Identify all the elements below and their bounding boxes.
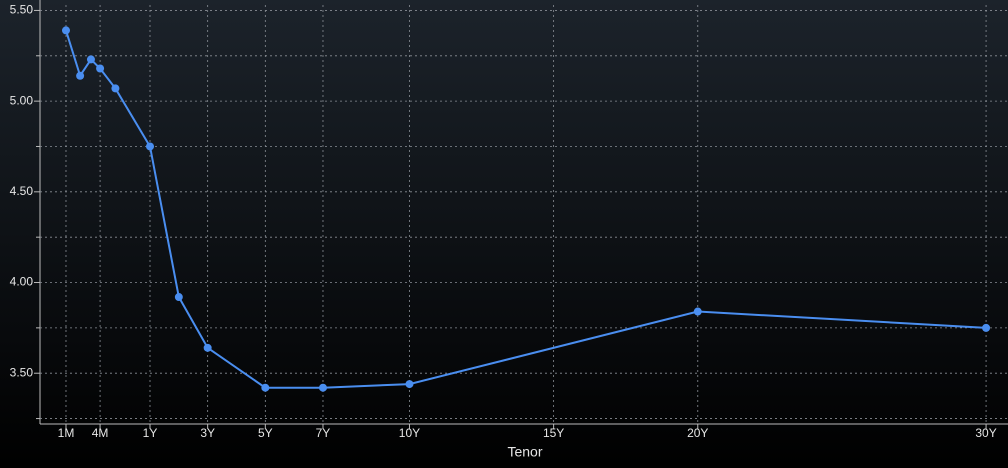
x-tick-label: 15Y bbox=[543, 426, 564, 440]
point bbox=[96, 64, 105, 73]
point bbox=[203, 343, 212, 352]
x-tick-label: 1Y bbox=[143, 426, 158, 440]
point bbox=[76, 71, 85, 80]
y-tick-label: 5.50 bbox=[10, 3, 34, 17]
point bbox=[174, 293, 183, 302]
point bbox=[693, 307, 702, 316]
x-tick-label: 10Y bbox=[399, 426, 420, 440]
y-tick-label: 4.50 bbox=[10, 184, 34, 198]
point bbox=[261, 383, 270, 392]
x-axis-title: Tenor bbox=[507, 444, 542, 460]
x-tick-label: 4M bbox=[92, 426, 109, 440]
x-tick-label: 20Y bbox=[687, 426, 708, 440]
point bbox=[318, 383, 327, 392]
point bbox=[61, 26, 70, 35]
x-tick-label: 5Y bbox=[258, 426, 273, 440]
point bbox=[405, 380, 414, 389]
x-tick-label: 1M bbox=[58, 426, 75, 440]
y-tick-label: 5.00 bbox=[10, 93, 34, 107]
point bbox=[86, 55, 95, 64]
y-tick-label: 4.00 bbox=[10, 275, 34, 289]
x-tick-label: 7Y bbox=[316, 426, 331, 440]
x-tick-label: 3Y bbox=[200, 426, 215, 440]
y-tick-label: 3.50 bbox=[10, 365, 34, 379]
point bbox=[982, 323, 991, 332]
point bbox=[111, 84, 120, 93]
x-tick-label: 30Y bbox=[975, 426, 996, 440]
point bbox=[146, 142, 154, 151]
